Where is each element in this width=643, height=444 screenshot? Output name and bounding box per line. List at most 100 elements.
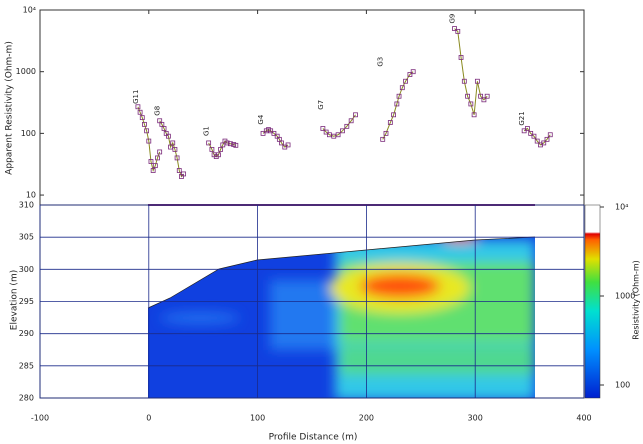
- data-point: [383, 130, 389, 136]
- y-tick-label: 285: [19, 361, 34, 370]
- top-frame: [39, 9, 585, 206]
- data-point: [481, 97, 487, 103]
- data-point: [544, 136, 550, 142]
- data-point: [547, 132, 553, 138]
- data-point: [161, 126, 167, 131]
- data-point: [474, 78, 480, 84]
- data-point: [335, 132, 341, 138]
- data-point: [525, 126, 530, 131]
- group-label: G7: [317, 100, 325, 110]
- data-point: [484, 93, 490, 99]
- data-point: [170, 140, 176, 146]
- colorbar-tick-label: 10⁴: [615, 203, 628, 212]
- data-point: [458, 55, 464, 60]
- data-point: [344, 123, 350, 129]
- data-point: [461, 78, 467, 84]
- y-tick-label: 10⁴: [23, 6, 36, 15]
- data-point: [323, 129, 329, 135]
- data-point: [348, 118, 354, 124]
- data-point: [268, 128, 274, 134]
- data-point: [452, 26, 457, 31]
- data-point: [340, 128, 345, 134]
- data-point: [394, 101, 400, 107]
- data-point: [165, 133, 171, 139]
- group-label: G21: [518, 111, 526, 125]
- group-label: G8: [154, 106, 162, 116]
- data-point: [181, 171, 187, 177]
- data-point: [396, 93, 402, 99]
- data-point: [139, 115, 145, 121]
- data-point: [403, 78, 408, 84]
- data-point: [279, 140, 284, 146]
- data-point: [233, 142, 239, 148]
- data-point: [407, 72, 413, 77]
- group-label: G1: [203, 126, 211, 136]
- data-point: [209, 146, 215, 152]
- data-point: [399, 85, 405, 91]
- y-tick-label: 290: [19, 329, 34, 338]
- y-tick-label: 300: [19, 265, 34, 274]
- data-point: [176, 168, 182, 173]
- x-tick-label: 300: [468, 414, 483, 423]
- data-point: [227, 141, 233, 147]
- data-point: [410, 69, 416, 75]
- colorbar: [584, 204, 601, 399]
- y-tick-label: 10: [26, 191, 36, 200]
- x-tick-label: 400: [576, 414, 591, 423]
- data-point: [528, 130, 534, 136]
- data-point: [468, 101, 474, 107]
- resistivity-section: [148, 237, 535, 398]
- data-point: [391, 112, 397, 118]
- bottom-y-label: Elevation (m): [10, 270, 20, 330]
- data-point: [148, 159, 154, 164]
- data-point: [150, 168, 156, 173]
- data-point: [260, 130, 266, 136]
- data-point: [174, 155, 180, 161]
- data-point: [541, 140, 547, 146]
- data-point: [271, 130, 277, 136]
- group-label: G9: [449, 14, 457, 24]
- y-tick-label: 100: [21, 129, 36, 138]
- x-tick-label: 100: [250, 414, 265, 423]
- data-point: [146, 138, 152, 144]
- trend-line: [523, 127, 551, 146]
- data-point: [478, 93, 484, 99]
- data-point: [534, 138, 540, 144]
- x-label: Profile Distance (m): [269, 433, 358, 443]
- x-tick-label: 200: [359, 414, 374, 423]
- x-tick-label: 0: [146, 414, 151, 423]
- data-point: [157, 149, 163, 155]
- data-point: [455, 28, 461, 34]
- top-y-label: Apparent Resistivity (Ohm-m): [5, 41, 15, 175]
- data-point: [224, 140, 230, 146]
- group-label: G11: [132, 90, 140, 104]
- data-point: [285, 142, 291, 148]
- data-point: [531, 133, 537, 139]
- data-point: [216, 152, 221, 158]
- data-point: [172, 146, 178, 152]
- y-tick-label: 295: [19, 297, 34, 306]
- data-point: [135, 104, 141, 110]
- x-tick-label: -100: [31, 414, 49, 423]
- colorbar-label: Resistivity (Ohm-m): [632, 260, 641, 340]
- colorbar-tick-label: 1000: [615, 292, 635, 301]
- data-point: [144, 128, 150, 134]
- group-label: G3: [377, 57, 385, 67]
- data-point: [353, 112, 358, 118]
- data-point: [137, 109, 143, 115]
- trend-line: [382, 71, 414, 140]
- data-point: [142, 121, 147, 127]
- y-tick-label: 310: [19, 201, 34, 210]
- y-tick-label: 1000: [16, 67, 36, 76]
- data-point: [465, 93, 470, 99]
- group-label: G4: [257, 114, 265, 124]
- colorbar-tick-label: 100: [615, 381, 630, 390]
- y-tick-label: 305: [19, 233, 34, 242]
- data-point: [218, 146, 224, 152]
- data-point: [206, 140, 212, 146]
- data-point: [380, 136, 386, 142]
- data-point: [320, 126, 326, 131]
- data-point: [387, 120, 393, 125]
- data-point: [471, 112, 477, 118]
